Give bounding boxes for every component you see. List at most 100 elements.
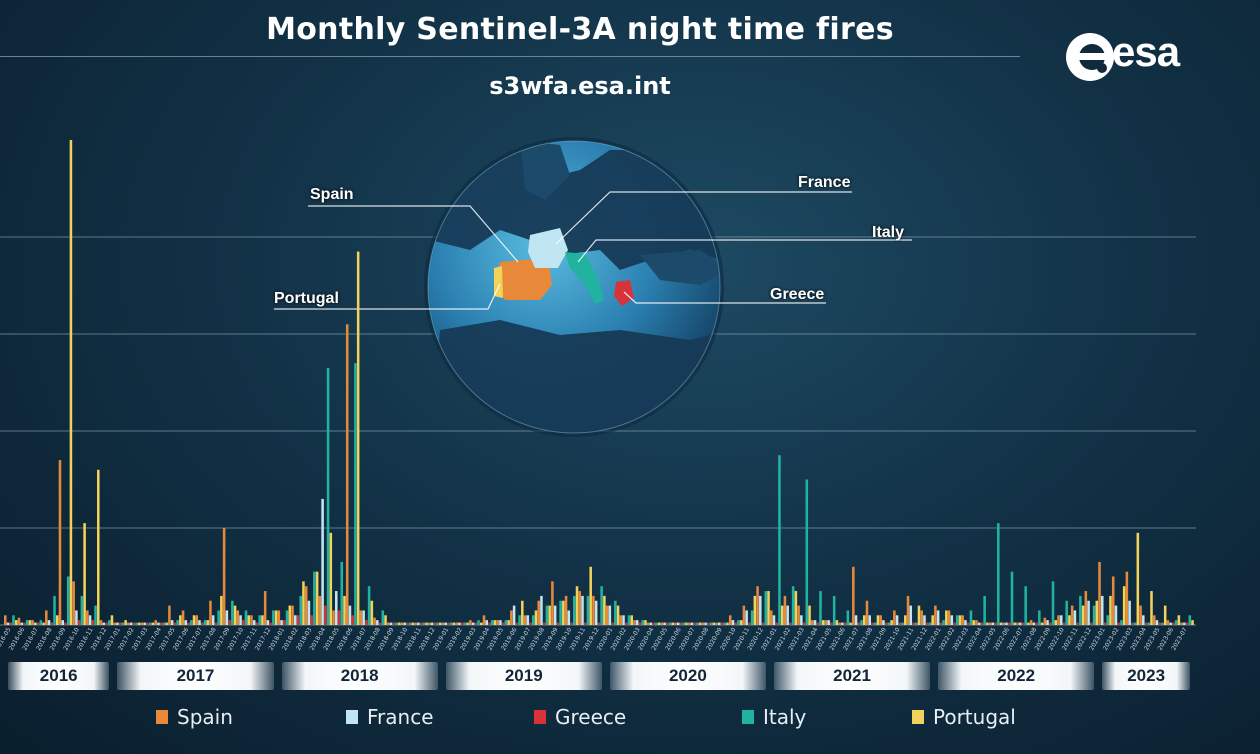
bar-greece-2023-02: [1117, 622, 1120, 625]
bar-france-2019-06: [512, 605, 516, 625]
bar-italy-2018-07: [367, 586, 371, 625]
bar-portugal-2019-07: [534, 610, 538, 625]
legend-swatch-portugal: [912, 710, 924, 724]
bar-italy-2020-09: [723, 622, 727, 625]
bar-greece-2022-10: [1062, 622, 1066, 625]
bar-greece-2018-08: [378, 622, 382, 625]
bar-italy-2019-04: [490, 620, 494, 625]
bar-france-2016-05: [6, 622, 10, 625]
bar-spain-2019-02: [455, 622, 458, 625]
bar-spain-2016-07: [31, 620, 34, 625]
bar-spain-2022-12: [1084, 591, 1088, 625]
bar-portugal-2018-08: [384, 615, 387, 625]
globe-label-portugal: Portugal: [274, 290, 339, 307]
bar-greece-2022-12: [1090, 622, 1093, 625]
bar-france-2020-10: [731, 620, 735, 625]
bar-italy-2021-04: [819, 591, 822, 625]
bar-italy-2017-02: [135, 622, 138, 625]
bar-portugal-2020-03: [644, 620, 647, 625]
legend-item-italy: Italy: [742, 702, 806, 732]
bar-italy-2021-03: [805, 479, 809, 625]
bar-spain-2016-08: [45, 610, 48, 625]
bar-portugal-2021-06: [849, 622, 852, 625]
bar-spain-2020-11: [742, 605, 746, 625]
bar-portugal-2019-08: [548, 605, 551, 625]
bar-greece-2017-12: [269, 622, 272, 625]
bar-spain-2018-04: [318, 595, 322, 625]
bar-spain-2017-07: [195, 615, 199, 625]
bar-greece-2020-01: [611, 622, 614, 625]
year-label-2019: 2019: [445, 662, 602, 690]
bar-spain-2017-09: [222, 528, 226, 625]
bar-portugal-2021-10: [904, 615, 907, 625]
bar-spain-2021-04: [811, 620, 814, 625]
chart-title: Monthly Sentinel-3A night time fires: [266, 12, 894, 47]
bar-portugal-2018-04: [329, 532, 333, 625]
bar-france-2023-02: [1114, 605, 1118, 625]
bar-greece-2023-06: [1172, 622, 1175, 625]
bar-italy-2017-03: [148, 622, 152, 625]
bar-spain-2018-11: [414, 622, 417, 625]
bar-spain-2018-12: [428, 622, 431, 625]
globe-label-france: France: [798, 174, 851, 191]
bar-portugal-2021-11: [917, 605, 921, 625]
bar-france-2017-11: [252, 620, 256, 625]
bar-france-2017-09: [225, 610, 229, 625]
x-tick-labels: 2016-052016-062016-072016-082016-092016-…: [0, 626, 1189, 651]
bar-spain-2021-02: [783, 595, 787, 625]
bar-france-2020-02: [622, 615, 625, 625]
bar-france-2021-06: [841, 622, 844, 625]
bar-portugal-2017-10: [247, 615, 251, 625]
bar-italy-2019-03: [477, 620, 480, 625]
bar-italy-2016-10: [80, 595, 84, 625]
bar-france-2022-02: [950, 615, 954, 625]
bar-france-2018-10: [403, 622, 406, 625]
bar-greece-2021-09: [884, 622, 888, 625]
bar-greece-2020-11: [748, 622, 751, 625]
bar-greece-2020-04: [652, 622, 655, 625]
bar-spain-2020-02: [619, 615, 623, 625]
bar-france-2016-08: [47, 620, 51, 625]
bar-italy-2020-08: [709, 622, 713, 625]
bar-spain-2023-06: [1166, 620, 1170, 625]
bar-greece-2020-05: [666, 622, 669, 625]
bar-france-2018-05: [335, 591, 338, 625]
bar-spain-2021-01: [769, 610, 773, 625]
bar-italy-2018-04: [326, 367, 330, 625]
bar-france-2020-09: [718, 622, 721, 625]
bar-greece-2021-12: [925, 622, 929, 625]
bar-spain-2016-12: [99, 620, 103, 625]
bar-greece-2019-01: [447, 622, 450, 625]
bar-greece-2019-06: [515, 622, 519, 625]
bar-france-2021-04: [813, 620, 817, 625]
bar-italy-2019-07: [531, 615, 535, 625]
bar-italy-2021-07: [860, 620, 863, 625]
bar-portugal-2019-12: [603, 595, 606, 625]
bar-france-2023-01: [1100, 595, 1104, 625]
bar-italy-2021-11: [914, 622, 918, 625]
bar-italy-2022-07: [1024, 586, 1027, 625]
bar-italy-2019-05: [504, 620, 508, 625]
bar-portugal-2022-12: [1095, 600, 1099, 625]
bar-portugal-2022-02: [958, 615, 962, 625]
bar-italy-2020-10: [737, 620, 740, 625]
bar-portugal-2016-08: [55, 615, 59, 625]
bar-france-2017-01: [116, 622, 119, 625]
bar-portugal-2023-02: [1122, 586, 1126, 625]
bar-greece-2021-03: [802, 622, 806, 625]
bar-portugal-2021-08: [876, 615, 880, 625]
bar-france-2023-04: [1142, 615, 1145, 625]
bar-portugal-2018-11: [425, 622, 428, 625]
bar-greece-2017-05: [173, 622, 177, 625]
bar-spain-2017-01: [113, 622, 116, 625]
bar-france-2021-12: [923, 615, 926, 625]
bar-portugal-2022-04: [986, 622, 989, 625]
bar-greece-2017-01: [118, 622, 122, 625]
bar-spain-2023-02: [1111, 576, 1115, 625]
bar-france-2018-04: [321, 498, 324, 625]
bar-italy-2022-08: [1038, 610, 1041, 625]
bar-france-2016-10: [75, 610, 78, 625]
legend: Spain France Greece Italy Portugal: [0, 702, 1260, 732]
title-divider: [0, 56, 1020, 57]
bar-portugal-2022-08: [1040, 622, 1044, 625]
